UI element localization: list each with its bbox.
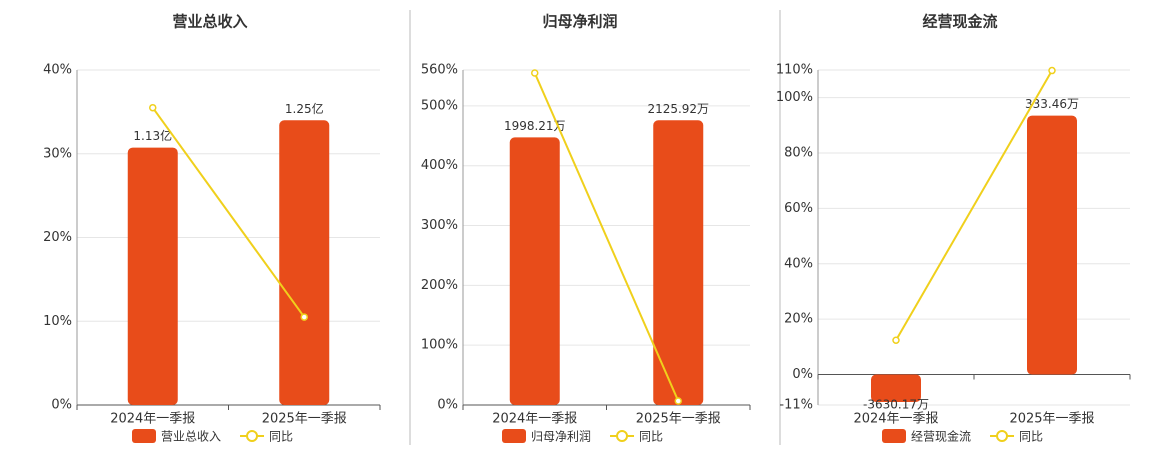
- y-tick-label: -11%: [779, 398, 813, 413]
- value-label: 1.13亿: [133, 128, 172, 143]
- y-tick-label: 400%: [421, 158, 458, 173]
- chart-title: 经营现金流: [922, 13, 997, 31]
- y-tick-label: 200%: [421, 278, 458, 293]
- bar: [653, 120, 704, 405]
- value-label: 2125.92万: [647, 102, 709, 116]
- y-tick-label: 300%: [421, 218, 458, 233]
- bar: [279, 120, 330, 405]
- y-tick-label: 80%: [784, 146, 813, 161]
- bar: [509, 137, 560, 406]
- line-point: [674, 397, 682, 405]
- value-label: 1998.21万: [504, 119, 566, 133]
- value-label: -3630.17万: [863, 397, 929, 411]
- y-tick-label: 100%: [776, 90, 813, 105]
- legend-swatch: [616, 430, 629, 442]
- y-tick-label: 10%: [43, 314, 72, 329]
- y-tick-label: 20%: [43, 230, 72, 245]
- y-tick-label: 0%: [51, 398, 72, 413]
- legend-label: 同比: [1019, 430, 1043, 444]
- y-tick-label: 20%: [784, 312, 813, 327]
- legend-label: 营业总收入: [161, 430, 221, 444]
- legend-label: 同比: [269, 430, 293, 444]
- bar: [871, 374, 921, 402]
- y-tick-label: 500%: [421, 98, 458, 113]
- y-tick-label: 0%: [792, 367, 813, 382]
- y-tick-label: 30%: [43, 146, 72, 161]
- bar: [1027, 115, 1077, 375]
- x-tick-label: 2024年一季报: [110, 412, 195, 427]
- value-label: 333.46万: [1025, 97, 1079, 111]
- line-point: [892, 336, 900, 344]
- value-label: 1.25亿: [285, 101, 324, 116]
- y-tick-label: 0%: [437, 398, 458, 413]
- x-tick-label: 2024年一季报: [853, 412, 938, 427]
- line-point: [300, 313, 308, 321]
- chart-title: 归母净利润: [542, 13, 617, 31]
- y-tick-label: 40%: [43, 63, 72, 78]
- legend-swatch: [246, 430, 259, 442]
- y-tick-label: 40%: [784, 256, 813, 271]
- bar: [127, 147, 178, 405]
- line: [151, 107, 306, 318]
- legend-swatch: [132, 429, 156, 443]
- y-tick-label: 60%: [784, 201, 813, 216]
- line-point: [149, 103, 157, 112]
- legend-swatch: [502, 429, 526, 443]
- line: [895, 70, 1053, 341]
- x-tick-label: 2024年一季报: [492, 412, 577, 427]
- x-tick-label: 2025年一季报: [1009, 412, 1094, 427]
- legend-label: 经营现金流: [911, 429, 971, 444]
- line-point: [531, 69, 539, 77]
- y-tick-label: 100%: [421, 338, 458, 353]
- line-point: [1048, 66, 1056, 75]
- legend-swatch: [882, 429, 906, 443]
- y-tick-label: 110%: [776, 63, 813, 78]
- y-tick-label: 560%: [421, 63, 458, 78]
- line: [533, 72, 680, 402]
- chart-title: 营业总收入: [172, 13, 247, 31]
- x-tick-label: 2025年一季报: [262, 412, 347, 427]
- legend-label: 同比: [639, 430, 663, 444]
- legend-label: 归母净利润: [531, 430, 591, 444]
- legend-swatch: [996, 430, 1009, 442]
- x-tick-label: 2025年一季报: [636, 412, 721, 427]
